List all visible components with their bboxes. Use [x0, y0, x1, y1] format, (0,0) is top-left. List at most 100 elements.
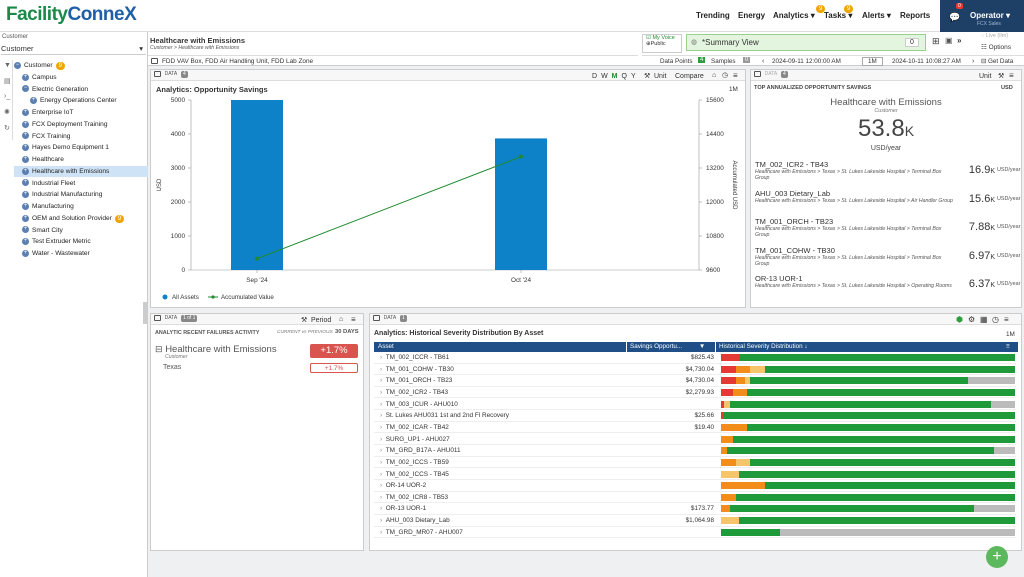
expand-icon[interactable]: +	[22, 249, 29, 257]
operator-menu[interactable]: 💬 0 Operator ▾ FCX Sales	[940, 0, 1024, 32]
menu-icon[interactable]: ≡	[351, 315, 356, 324]
bar[interactable]	[231, 100, 283, 270]
row-asset[interactable]: › TM_002_ICAR - TB42	[380, 423, 449, 431]
collapse-icon[interactable]: −	[14, 61, 21, 69]
expand-icon[interactable]: +	[22, 155, 29, 163]
expand-icon[interactable]: +	[22, 73, 29, 81]
sidebar-item[interactable]: + FCX Training	[14, 131, 148, 142]
bar[interactable]	[495, 138, 547, 270]
failures-child[interactable]: Texas	[163, 364, 182, 371]
row-asset[interactable]: › TM_002_ICR8 - TB53	[380, 493, 449, 501]
clock-icon[interactable]: ◷	[992, 315, 999, 324]
row-asset[interactable]: › TM_002_ICCS - TB45	[380, 470, 449, 478]
refresh-icon[interactable]: ↻	[4, 125, 10, 132]
tools-icon[interactable]: ⚒	[301, 317, 308, 324]
table-row[interactable]: › St. Lukes AHU031 1st and 2nd Fl Recove…	[374, 410, 1016, 422]
period-q[interactable]: Q	[621, 73, 631, 80]
sidebar-item[interactable]: + Manufacturing	[14, 201, 148, 212]
expand-icon[interactable]: +	[22, 108, 29, 116]
sidebar-splitter[interactable]	[143, 302, 147, 324]
sidebar-item[interactable]: − Customer 9	[14, 60, 148, 71]
public-button[interactable]: ⊕Public	[646, 41, 666, 47]
row-asset[interactable]: › TM_003_ICUR - AHU010	[380, 400, 458, 408]
get-data-button[interactable]: ⊟ Get Data	[981, 58, 1014, 65]
customer-select[interactable]: Customer ▾	[1, 43, 146, 55]
date-to[interactable]: 2024-10-11 10:08:27 AM	[892, 58, 961, 65]
tools-icon[interactable]: ⚒	[998, 73, 1005, 80]
kpi-row[interactable]: AHU_003 Dietary_Lab Healthcare with Emiss…	[755, 189, 1020, 215]
period-m[interactable]: M	[611, 73, 622, 80]
kpi-row[interactable]: OR-13 UOR-1 Healthcare with Emissions > T…	[755, 274, 1020, 300]
table-row[interactable]: › TM_GRD_B17A - AHU011	[374, 445, 1016, 457]
legend-bar-label[interactable]: All Assets	[172, 294, 199, 301]
kpi-row[interactable]: TM_001_COHW - TB30 Healthcare with Emissi…	[755, 246, 1020, 272]
view-count[interactable]: 0	[905, 38, 919, 47]
row-asset[interactable]: › OR-13 UOR-1	[380, 505, 427, 513]
compare-button[interactable]: Compare	[675, 73, 704, 80]
cube-icon[interactable]: ⬢	[956, 315, 963, 324]
row-asset[interactable]: › TM_002_ICCS - TB59	[380, 458, 449, 466]
range-button[interactable]: 1M	[862, 57, 883, 66]
view-selector[interactable]: ◍ *Summary View 0	[686, 34, 926, 51]
row-asset[interactable]: › St. Lukes AHU031 1st and 2nd Fl Recove…	[380, 412, 509, 420]
add-fab-button[interactable]: +	[986, 546, 1008, 568]
nav-tasks[interactable]: Tasks ▾	[824, 11, 853, 20]
save-view-icon[interactable]: ▣	[945, 36, 953, 45]
menu-icon[interactable]: ≡	[733, 71, 738, 80]
row-asset[interactable]: › OR-14 UOR-2	[380, 482, 427, 490]
lock-icon[interactable]: ⌂	[712, 72, 717, 79]
menu-icon[interactable]: ≡	[1009, 71, 1014, 80]
nav-energy[interactable]: Energy	[738, 11, 766, 20]
table-row[interactable]: › TM_002_ICCS - TB59	[374, 457, 1016, 469]
sidebar-item[interactable]: + Enterprise IoT	[14, 107, 148, 118]
table-row[interactable]: › SURG_UP1 - AHU027	[374, 434, 1016, 446]
lock-icon[interactable]: ⌂	[339, 316, 344, 323]
prev-range-icon[interactable]: ‹	[762, 58, 765, 65]
sidebar-item[interactable]: + Smart City	[14, 225, 148, 236]
kpi-row[interactable]: TM_002_ICR2 - TB43 Healthcare with Emissi…	[755, 160, 1020, 186]
col-savings[interactable]: Savings Opportu...	[630, 343, 683, 350]
next-range-icon[interactable]: ›	[972, 58, 975, 65]
sidebar-item[interactable]: − Electric Generation	[14, 84, 148, 95]
options-button[interactable]: ☷ Options	[981, 44, 1012, 51]
row-asset[interactable]: › TM_002_ICCR - TB61	[380, 354, 450, 361]
expand-icon[interactable]: +	[22, 238, 29, 245]
more-icon[interactable]: »	[957, 36, 962, 45]
sidebar-item[interactable]: + Healthcare with Emissions	[14, 165, 148, 177]
table-row[interactable]: › OR-13 UOR-1 $173.77	[374, 503, 1016, 515]
col-asset[interactable]: Asset	[378, 343, 394, 350]
sidebar-item[interactable]: + FCX Deployment Training	[14, 119, 148, 130]
col-savings-filter-icon[interactable]: ▼	[699, 343, 706, 350]
menu-icon[interactable]: ≡	[1004, 315, 1009, 324]
expand-icon[interactable]: +	[22, 144, 29, 151]
table-row[interactable]: › TM_002_ICR2 - TB43 $2,279.93	[374, 387, 1016, 399]
row-asset[interactable]: › TM_GRD_B17A - AHU011	[380, 447, 461, 455]
expand-icon[interactable]: +	[22, 226, 29, 234]
nav-analytics[interactable]: Analytics ▾	[773, 11, 815, 20]
sidebar-item[interactable]: + Energy Operations Center	[14, 95, 148, 106]
expand-icon[interactable]: +	[22, 202, 29, 210]
expand-icon[interactable]: +	[22, 179, 29, 187]
my-voice-button[interactable]: ☑ My Voice	[646, 35, 675, 41]
nav-trending[interactable]: Trending	[696, 11, 730, 20]
filter-icon[interactable]	[151, 58, 158, 65]
clock-icon[interactable]: ◷	[722, 72, 729, 79]
sidebar-item[interactable]: + OEM and Solution Provider 9	[14, 213, 148, 224]
unit-button[interactable]: Unit	[979, 73, 992, 80]
expand-icon[interactable]: +	[22, 167, 29, 175]
tools-icon[interactable]: ⚒	[644, 73, 651, 80]
table-row[interactable]: › TM_GRD_MR07 - AHU007	[374, 527, 1016, 539]
sidebar-item[interactable]: + Campus	[14, 72, 148, 83]
period-button[interactable]: Period	[311, 317, 332, 324]
line-point[interactable]	[519, 154, 523, 159]
collapse-icon[interactable]: −	[22, 85, 29, 93]
sidebar-item[interactable]: + Industrial Manufacturing	[14, 189, 148, 200]
table-row[interactable]: › TM_002_ICR8 - TB53	[374, 492, 1016, 504]
expand-icon[interactable]: +	[22, 120, 29, 128]
col-severity[interactable]: Historical Severity Distribution ↓	[719, 343, 808, 350]
terminal-icon[interactable]: ›_	[4, 93, 11, 100]
failures-group[interactable]: ⊟ Healthcare with Emissions	[155, 344, 277, 355]
expand-icon[interactable]: +	[22, 132, 29, 140]
gear-icon[interactable]: ✺	[4, 109, 10, 116]
sidebar-item[interactable]: + Industrial Fleet	[14, 178, 148, 189]
